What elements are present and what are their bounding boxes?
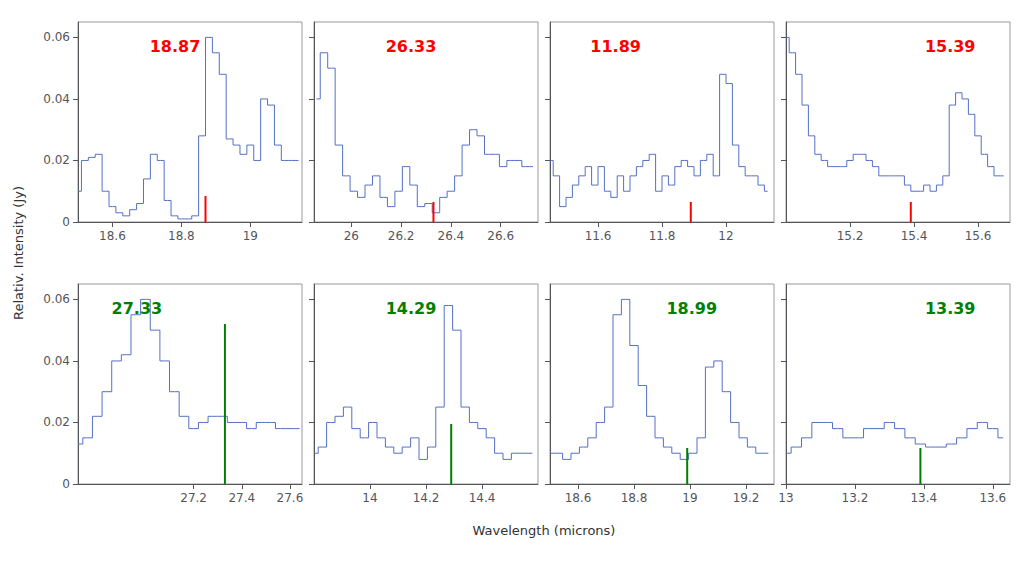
svg-text:19: 19 — [682, 491, 697, 505]
svg-text:27.4: 27.4 — [228, 491, 255, 505]
svg-text:18.87: 18.87 — [150, 37, 201, 56]
svg-text:26.2: 26.2 — [388, 229, 415, 243]
svg-text:13.39: 13.39 — [925, 299, 976, 318]
svg-text:18.8: 18.8 — [621, 491, 648, 505]
svg-text:11.6: 11.6 — [585, 229, 612, 243]
svg-text:15.6: 15.6 — [965, 229, 992, 243]
svg-text:27.6: 27.6 — [277, 491, 304, 505]
svg-text:18.8: 18.8 — [168, 229, 195, 243]
svg-text:0.04: 0.04 — [43, 92, 70, 106]
svg-text:14.29: 14.29 — [386, 299, 437, 318]
svg-text:0.02: 0.02 — [43, 153, 70, 167]
svg-text:18.6: 18.6 — [565, 491, 592, 505]
svg-text:11.89: 11.89 — [590, 37, 641, 56]
svg-text:15.39: 15.39 — [925, 37, 976, 56]
svg-text:0: 0 — [62, 215, 70, 229]
svg-text:0: 0 — [62, 477, 70, 491]
svg-text:0.04: 0.04 — [43, 354, 70, 368]
svg-text:13.2: 13.2 — [842, 491, 869, 505]
svg-text:13.4: 13.4 — [910, 491, 937, 505]
svg-text:0.02: 0.02 — [43, 415, 70, 429]
svg-text:Wavelength (microns): Wavelength (microns) — [473, 523, 616, 538]
svg-text:14: 14 — [362, 491, 377, 505]
svg-text:27.2: 27.2 — [180, 491, 207, 505]
svg-text:0.06: 0.06 — [43, 292, 70, 306]
svg-text:12: 12 — [718, 229, 733, 243]
svg-text:26.4: 26.4 — [438, 229, 465, 243]
svg-text:18.99: 18.99 — [666, 299, 717, 318]
svg-text:13: 13 — [778, 491, 793, 505]
svg-text:14.2: 14.2 — [413, 491, 440, 505]
svg-text:0.06: 0.06 — [43, 30, 70, 44]
svg-text:13.6: 13.6 — [979, 491, 1006, 505]
svg-text:26: 26 — [344, 229, 359, 243]
svg-text:14.4: 14.4 — [469, 491, 496, 505]
svg-text:19: 19 — [243, 229, 258, 243]
svg-text:26.33: 26.33 — [386, 37, 437, 56]
svg-text:Relativ. Intensity (Jy): Relativ. Intensity (Jy) — [11, 186, 26, 320]
svg-text:27.33: 27.33 — [112, 299, 163, 318]
svg-text:15.4: 15.4 — [901, 229, 928, 243]
svg-text:18.6: 18.6 — [99, 229, 126, 243]
svg-text:26.6: 26.6 — [487, 229, 514, 243]
svg-text:19.2: 19.2 — [733, 491, 760, 505]
svg-text:15.2: 15.2 — [837, 229, 864, 243]
svg-text:11.8: 11.8 — [649, 229, 676, 243]
